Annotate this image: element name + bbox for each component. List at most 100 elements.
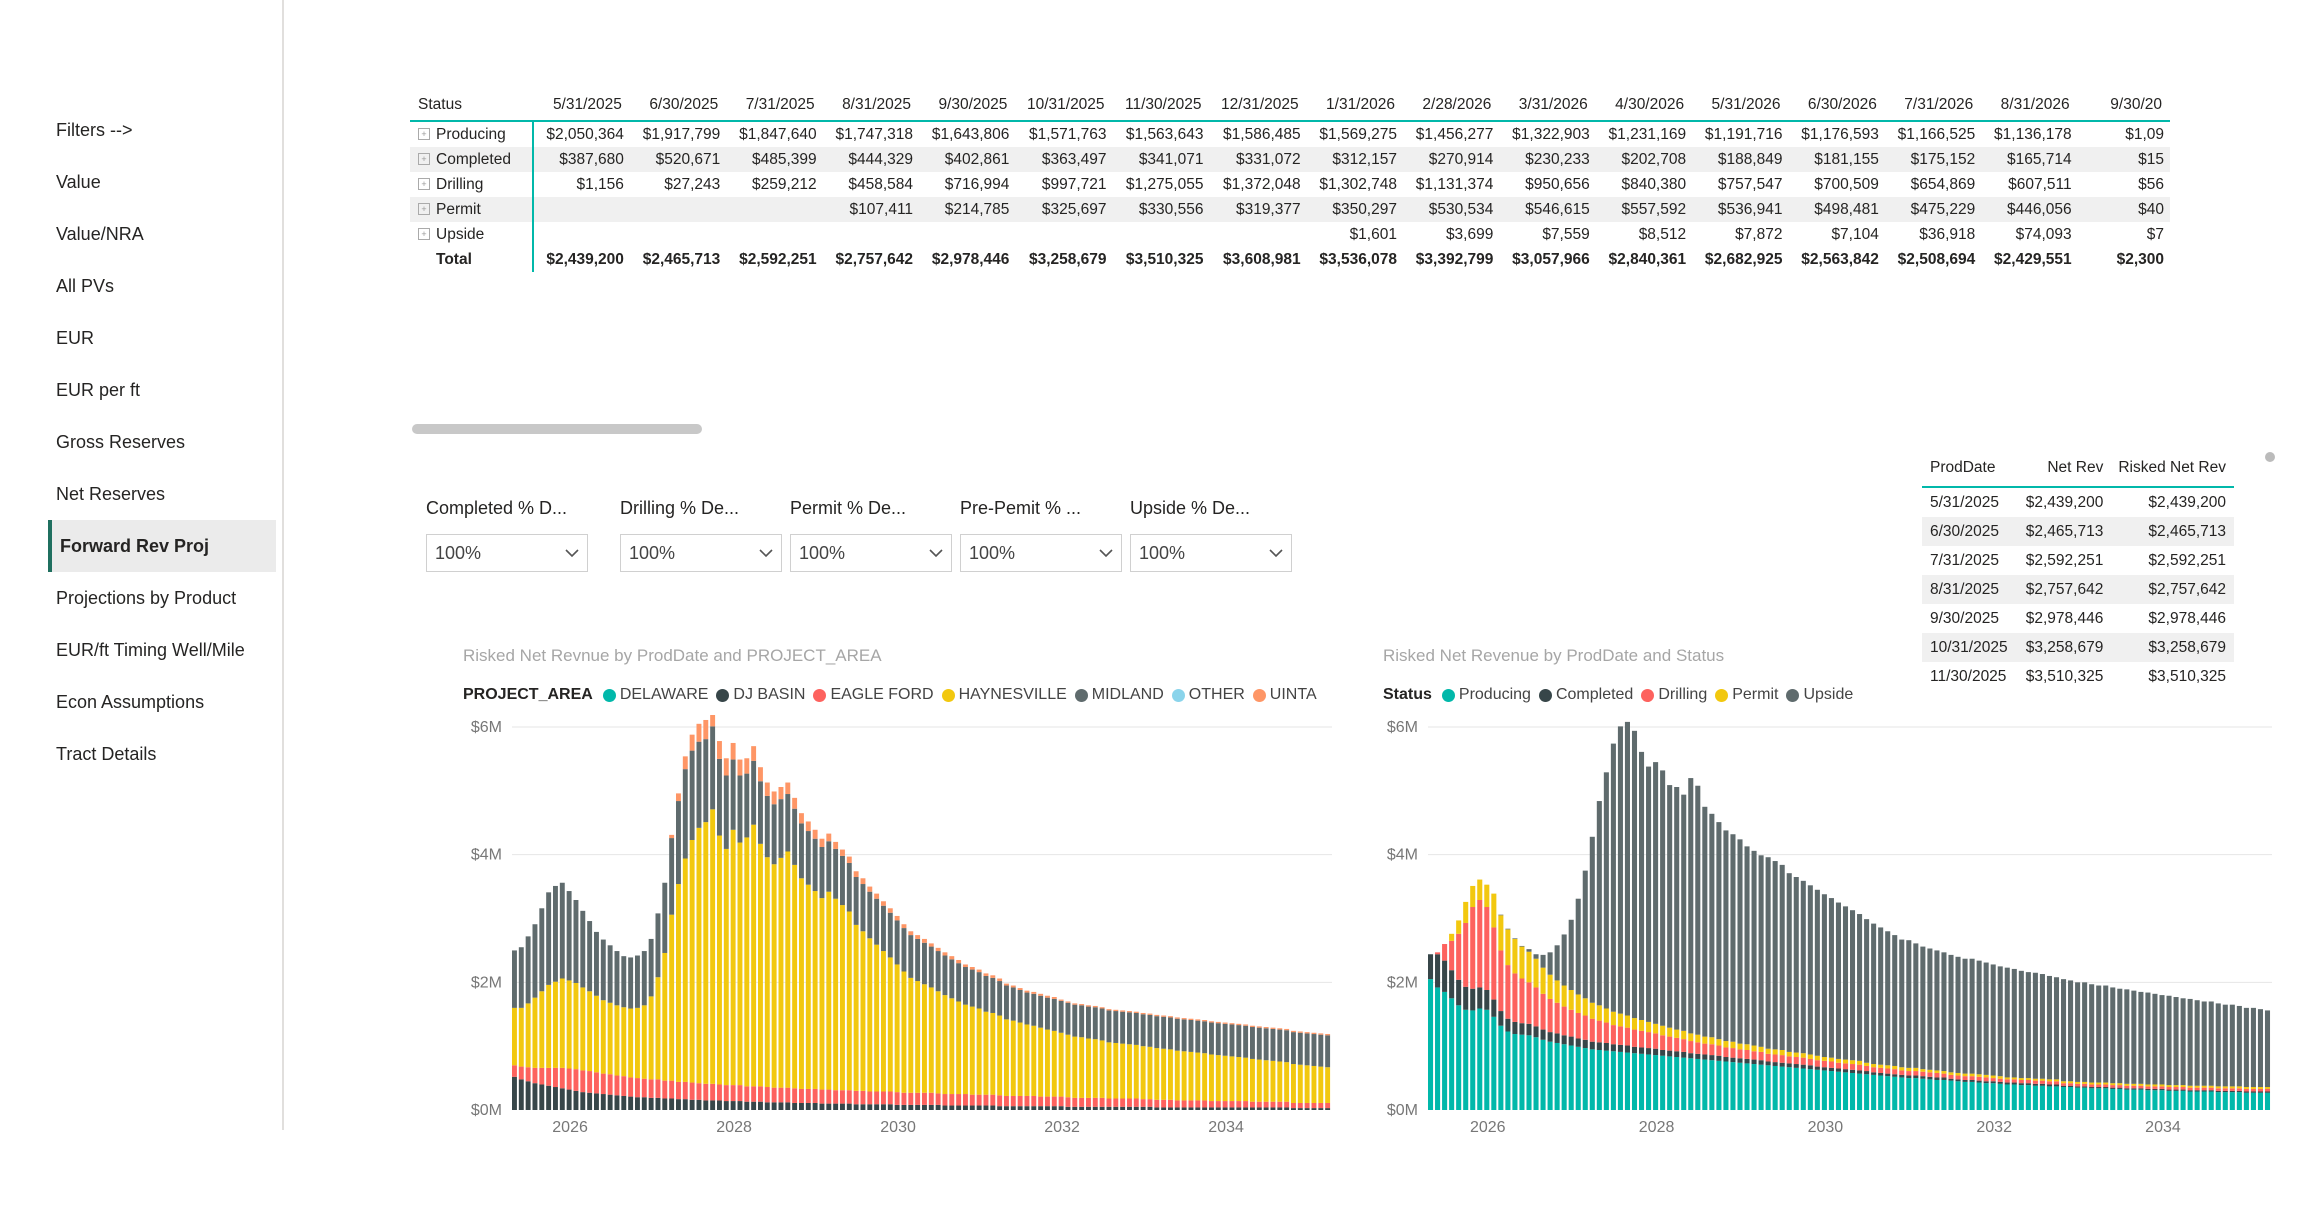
bar-segment[interactable] [1948,954,1954,1073]
bar-segment[interactable] [1311,1102,1317,1109]
bar-segment[interactable] [1318,1108,1324,1110]
bar-segment[interactable] [1568,1009,1574,1037]
bar-segment[interactable] [594,931,599,996]
bar-segment[interactable] [1243,1025,1249,1058]
bar-segment[interactable] [997,981,1003,1016]
bar-segment[interactable] [1270,1028,1276,1061]
bar-segment[interactable] [997,1095,1003,1107]
bar-segment[interactable] [1120,1011,1126,1044]
bar-segment[interactable] [635,1097,640,1110]
bar-segment[interactable] [559,978,565,1068]
bar-segment[interactable] [812,891,818,1089]
bar-segment[interactable] [1596,1050,1602,1110]
bar-segment[interactable] [525,936,531,1004]
bar-segment[interactable] [1842,1059,1849,1064]
bar-segment[interactable] [853,1090,859,1105]
bar-segment[interactable] [1772,1054,1778,1063]
bar-segment[interactable] [1256,1101,1262,1108]
bar-segment[interactable] [846,862,852,912]
bar-segment[interactable] [532,997,538,1068]
bar-segment[interactable] [1730,1048,1736,1058]
bar-segment[interactable] [1147,1106,1153,1110]
bar-segment[interactable] [915,1092,921,1105]
bar-segment[interactable] [922,1104,927,1110]
bar-segment[interactable] [1256,1026,1262,1028]
bar-segment[interactable] [812,838,818,892]
bar-segment[interactable] [860,1104,866,1110]
bar-segment[interactable] [2075,982,2081,1082]
bar-segment[interactable] [1168,1099,1173,1108]
bar-segment[interactable] [1229,1056,1235,1102]
bar-segment[interactable] [2229,1088,2235,1091]
bar-segment[interactable] [621,1095,627,1110]
bar-segment[interactable] [1716,1039,1722,1046]
bar-segment[interactable] [785,782,791,795]
bar-segment[interactable] [1997,1083,2003,1110]
bar-segment[interactable] [874,1091,880,1105]
bar-segment[interactable] [1127,1106,1132,1110]
bar-segment[interactable] [976,1008,982,1095]
bar-segment[interactable] [1428,954,1434,980]
bar-segment[interactable] [696,741,702,828]
bar-segment[interactable] [1624,721,1630,1016]
matrix-column-header[interactable]: 8/31/2025 [842,96,912,113]
bar-segment[interactable] [840,905,845,1091]
bar-segment[interactable] [785,1087,791,1103]
bar-segment[interactable] [1603,1008,1609,1023]
bar-segment[interactable] [1038,1106,1044,1110]
bar-segment[interactable] [1878,1067,1884,1073]
bar-segment[interactable] [1850,1060,1856,1065]
bar-segment[interactable] [2243,1091,2249,1093]
bar-segment[interactable] [771,804,777,865]
bar-segment[interactable] [2194,1090,2200,1092]
bar-segment[interactable] [2110,1087,2116,1089]
bar-segment[interactable] [1120,1010,1126,1012]
bar-segment[interactable] [846,1090,852,1104]
bar-segment[interactable] [799,813,804,824]
expand-icon[interactable]: + [418,178,430,191]
bar-segment[interactable] [525,1067,531,1082]
bar-segment[interactable] [2011,1079,2017,1083]
bar-segment[interactable] [1737,1058,1743,1063]
bar-segment[interactable] [1065,1002,1071,1035]
bar-segment[interactable] [826,891,832,1090]
bar-segment[interactable] [2025,1085,2031,1110]
bar-segment[interactable] [2264,1088,2271,1092]
bar-segment[interactable] [2187,1087,2193,1091]
nav-item-all-pvs[interactable]: All PVs [56,275,115,296]
bar-segment[interactable] [1976,1076,1982,1081]
bar-segment[interactable] [874,898,880,945]
bar-segment[interactable] [990,1105,996,1110]
bar-segment[interactable] [1449,940,1455,971]
bar-segment[interactable] [2180,1085,2186,1088]
bar-segment[interactable] [1250,1101,1255,1108]
bar-segment[interactable] [1660,1055,1666,1110]
legend-item[interactable]: Upside [1786,686,1853,704]
bar-segment[interactable] [2082,1087,2088,1110]
bar-segment[interactable] [1976,1074,1982,1077]
bar-segment[interactable] [1291,1108,1296,1110]
bar-segment[interactable] [1079,1097,1085,1107]
bar-segment[interactable] [2215,1003,2221,1087]
bar-segment[interactable] [1024,990,1030,993]
bar-segment[interactable] [1913,1078,1919,1110]
bar-segment[interactable] [1786,1051,1792,1057]
bar-segment[interactable] [1758,1051,1764,1061]
bar-segment[interactable] [751,1086,757,1102]
bar-segment[interactable] [1793,877,1799,1053]
bar-segment[interactable] [2025,1080,2031,1084]
bar-segment[interactable] [778,787,784,800]
bar-segment[interactable] [2187,1091,2193,1110]
bar-segment[interactable] [764,857,770,1088]
bar-segment[interactable] [1744,1058,1750,1064]
bar-segment[interactable] [785,851,791,1088]
bar-segment[interactable] [785,1102,791,1110]
bar-segment[interactable] [963,1105,968,1110]
bar-segment[interactable] [1596,1042,1602,1050]
matrix-column-header[interactable]: 9/30/2025 [938,96,1008,113]
bar-segment[interactable] [1195,1107,1201,1110]
bar-segment[interactable] [1906,1078,1912,1110]
bar-segment[interactable] [1004,983,1009,986]
bar-segment[interactable] [1449,998,1455,1110]
bar-segment[interactable] [2068,1087,2074,1110]
